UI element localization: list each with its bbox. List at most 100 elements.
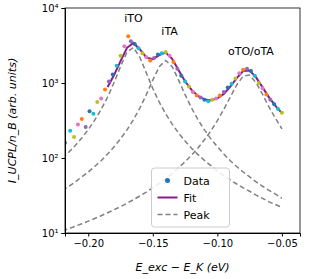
data-point	[257, 81, 261, 85]
data-point	[245, 67, 249, 71]
data-point	[199, 96, 203, 100]
data-point	[80, 117, 84, 121]
data-point	[91, 112, 95, 116]
data-point	[137, 46, 141, 50]
y-tick-label: 10⁴	[42, 3, 59, 14]
data-point	[191, 90, 195, 94]
x-axis-line	[66, 234, 301, 237]
data-point	[140, 51, 144, 55]
data-point	[72, 135, 76, 139]
x-tick-mark	[153, 233, 154, 237]
data-point	[175, 67, 179, 71]
legend-marker	[165, 178, 170, 183]
data-point	[195, 94, 199, 98]
y-tick-mark	[62, 158, 66, 159]
x-tick-label: −0.10	[203, 238, 234, 249]
legend: Data Fit Peak	[152, 168, 230, 227]
data-point	[119, 54, 123, 58]
data-point	[103, 87, 107, 91]
data-point	[160, 51, 164, 55]
y-tick-label: 10¹	[42, 228, 59, 239]
legend-box	[152, 168, 230, 227]
annotation: oTO/oTA	[228, 45, 274, 58]
x-axis: −0.20 −0.15 −0.10 −0.05	[66, 233, 301, 249]
data-point	[276, 107, 280, 111]
data-point	[210, 98, 214, 102]
y-axis: 10¹ 10² 10³ 10⁴	[42, 3, 66, 239]
data-point	[233, 76, 237, 80]
data-point	[241, 68, 245, 72]
x-axis-title: E_exc − E_K (eV)	[135, 261, 229, 274]
data-point	[133, 42, 137, 46]
x-tick: −0.20	[73, 233, 104, 249]
data-point	[111, 72, 115, 76]
x-tick: −0.05	[267, 233, 298, 249]
data-point	[148, 58, 152, 62]
data-point	[144, 55, 148, 59]
legend-label: Fit	[184, 192, 198, 205]
data-point	[230, 82, 234, 86]
x-tick-mark	[88, 233, 89, 237]
data-point	[202, 98, 206, 102]
data-point	[95, 100, 99, 104]
y-axis-title: I_UCPL/n_B (arb. units)	[6, 58, 19, 183]
data-point	[115, 64, 119, 68]
data-point	[76, 122, 80, 126]
data-point	[264, 93, 268, 97]
data-point	[84, 125, 88, 129]
x-tick-mark	[217, 233, 218, 237]
data-point	[253, 74, 257, 78]
x-tick: −0.15	[138, 233, 169, 249]
data-point	[168, 54, 172, 58]
data-point	[164, 50, 168, 54]
data-point	[249, 69, 253, 73]
fit-line	[108, 43, 282, 113]
data-point	[226, 86, 230, 90]
data-point	[222, 90, 226, 94]
chart: −0.20 −0.15 −0.10 −0.05 10¹ 10² 10³ 10⁴ E_exc − …	[0, 0, 335, 279]
plot-frame	[65, 8, 300, 233]
data-point	[214, 97, 218, 101]
data-point	[206, 99, 210, 103]
y-axis-line	[62, 9, 66, 234]
legend-marker	[158, 214, 178, 216]
data-point	[152, 56, 156, 60]
annotation: iTO	[124, 12, 143, 25]
y-tick: 10³	[42, 78, 65, 89]
y-tick-mark	[62, 83, 66, 84]
data-point	[280, 111, 284, 115]
y-tick: 10²	[42, 153, 65, 164]
x-tick-label: −0.05	[267, 238, 298, 249]
data-point	[107, 79, 111, 83]
data-point	[187, 84, 191, 88]
data-point	[237, 71, 241, 75]
legend-label: Peak	[184, 209, 211, 222]
data-point	[68, 129, 72, 133]
data-point	[99, 97, 103, 101]
peak-line	[65, 75, 282, 231]
data-point	[88, 109, 92, 113]
data-point	[268, 98, 272, 102]
data-point	[126, 34, 130, 38]
plot-area	[65, 34, 284, 231]
y-tick: 10⁴	[42, 3, 65, 14]
data-point	[179, 74, 183, 78]
x-tick-label: −0.20	[73, 238, 104, 249]
data-point	[261, 86, 265, 90]
legend-label: Data	[184, 175, 210, 188]
y-tick-mark	[62, 233, 66, 234]
data-point	[129, 39, 133, 43]
legend-marker	[158, 197, 178, 199]
x-tick-label: −0.15	[138, 238, 169, 249]
y-tick-mark	[62, 8, 66, 9]
data-point	[218, 94, 222, 98]
annotation: iTA	[161, 25, 178, 38]
data-point	[272, 102, 276, 106]
y-tick: 10¹	[42, 228, 65, 239]
x-tick: −0.10	[203, 233, 234, 249]
data-point	[122, 44, 126, 48]
y-tick-label: 10³	[42, 78, 59, 89]
x-tick-mark	[282, 233, 283, 237]
data-point	[156, 52, 160, 56]
data-point	[171, 60, 175, 64]
